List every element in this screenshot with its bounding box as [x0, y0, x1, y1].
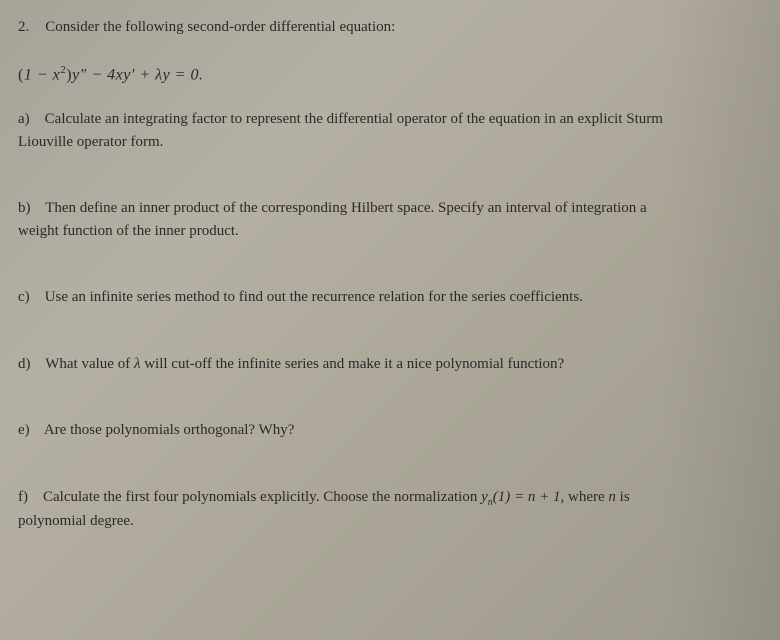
part-a-label: a) — [18, 111, 30, 127]
part-f: f) Calculate the first four polynomials … — [18, 486, 780, 533]
part-f-text-after: , where — [561, 489, 609, 505]
part-b: b) Then define an inner product of the c… — [18, 197, 780, 242]
problem-header: 2. Consider the following second-order d… — [18, 18, 780, 36]
part-a: a) Calculate an integrating factor to re… — [18, 108, 780, 153]
problem-number: 2. — [18, 19, 29, 35]
part-b-text2: weight function of the inner product. — [18, 223, 239, 239]
part-f-text-after2: is — [616, 489, 630, 505]
n-variable: n — [608, 489, 616, 505]
part-c: c) Use an infinite series method to find… — [18, 286, 780, 309]
part-d-text-before: What value of — [45, 356, 134, 372]
part-a-text: Calculate an integrating factor to repre… — [45, 111, 663, 127]
part-b-label: b) — [18, 200, 31, 216]
part-f-label: f) — [18, 489, 28, 505]
part-a-text2: Liouville operator form. — [18, 134, 163, 150]
part-c-text: Use an infinite series method to find ou… — [45, 289, 583, 305]
part-d: d) What value of λ will cut-off the infi… — [18, 353, 780, 376]
part-e-label: e) — [18, 422, 30, 438]
part-c-label: c) — [18, 289, 30, 305]
part-f-text-before: Calculate the first four polynomials exp… — [43, 489, 481, 505]
part-d-text-after: will cut-off the infinite series and mak… — [140, 356, 564, 372]
problem-intro: Consider the following second-order diff… — [45, 19, 395, 35]
part-b-text: Then define an inner product of the corr… — [45, 200, 646, 216]
part-e-text: Are those polynomials orthogonal? Why? — [44, 422, 295, 438]
normalization-expr: yn(1) = n + 1 — [481, 489, 560, 505]
part-f-text2: polynomial degree. — [18, 513, 134, 529]
differential-equation: (1 − x2)y″ − 4xy′ + λy = 0. — [18, 64, 780, 84]
paper-shadow-overlay — [660, 0, 780, 640]
part-e: e) Are those polynomials orthogonal? Why… — [18, 419, 780, 442]
part-d-label: d) — [18, 356, 31, 372]
